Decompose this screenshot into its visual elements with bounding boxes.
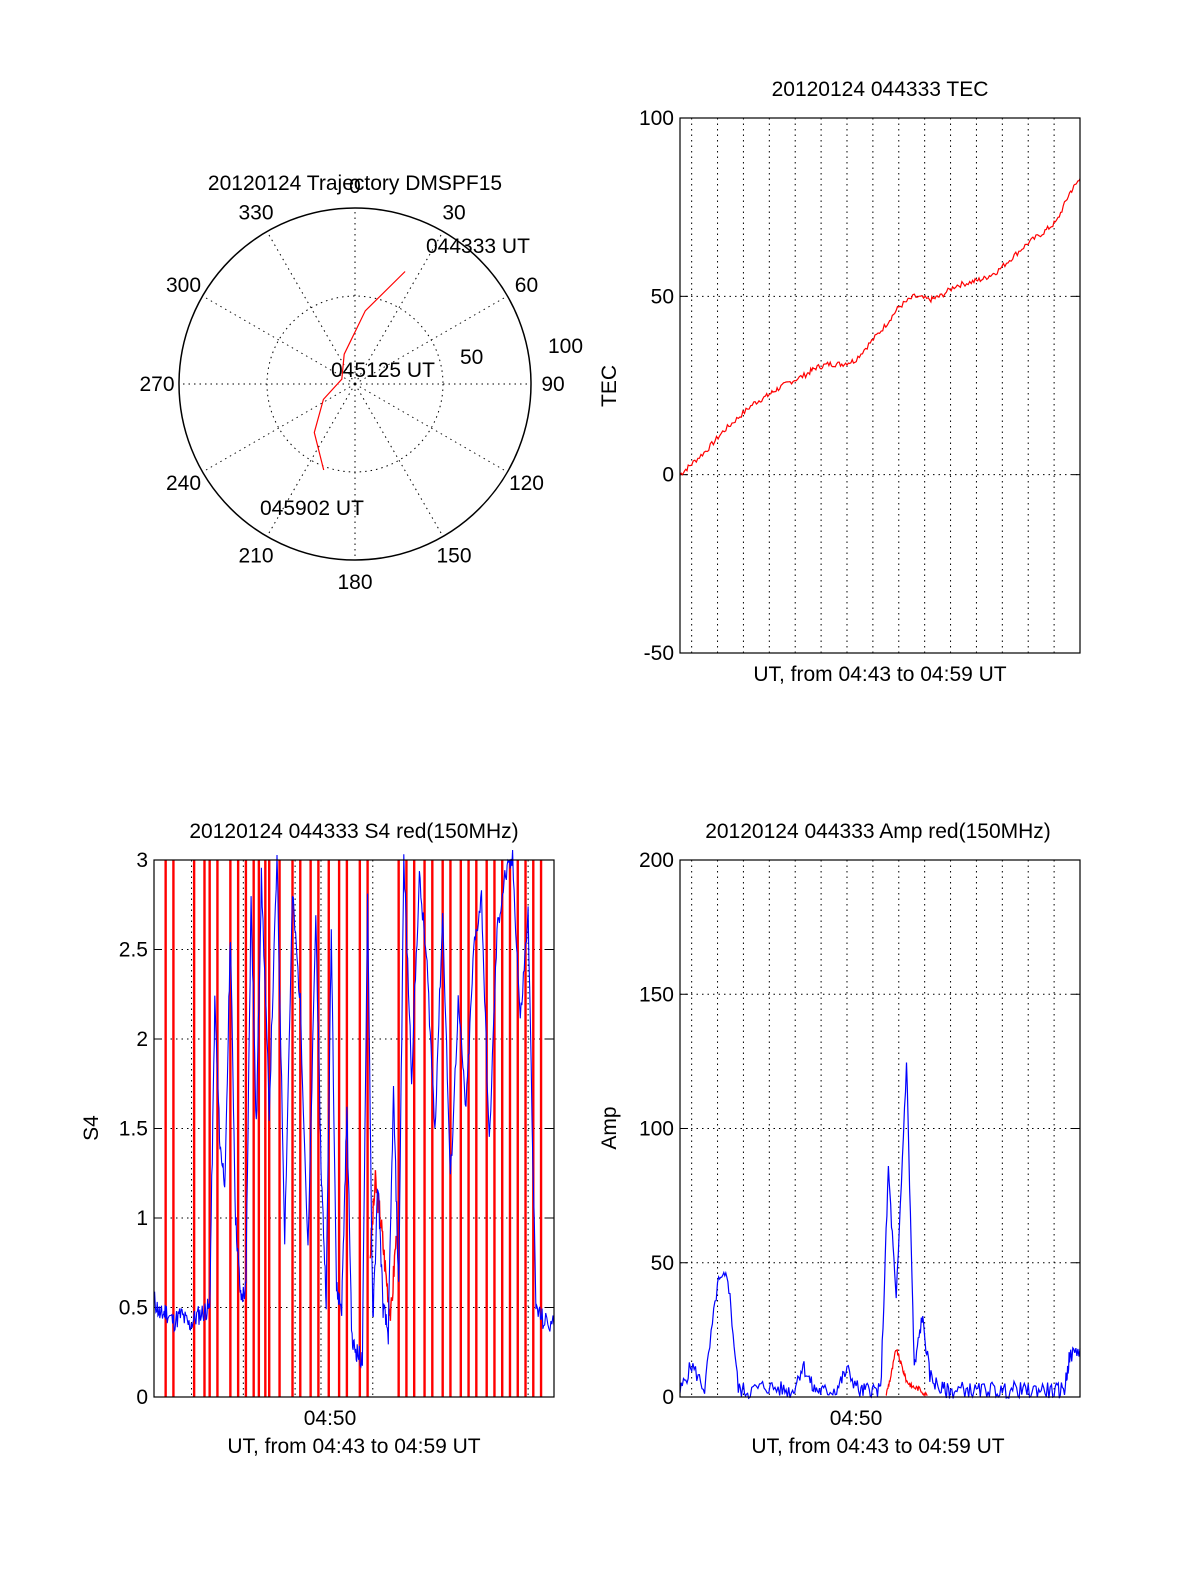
polar-angle-label-300: 300 <box>166 274 201 297</box>
s4-chart: 20120124 044333 S4 red(150MHz) 0 0.5 1 1.5 2… <box>80 820 555 1458</box>
polar-ring-50 <box>266 295 444 473</box>
polar-angle-label-90: 90 <box>541 373 564 396</box>
trajectory-line <box>313 271 406 471</box>
amp-xlabel: UT, from 04:43 to 04:59 UT <box>751 1435 1004 1458</box>
polar-radial-label-100: 100 <box>548 335 583 358</box>
polar-angle-label-60: 60 <box>515 274 538 297</box>
amp-ytick-label-100: 100 <box>639 1118 674 1141</box>
s4-ytick-label-2.5: 2.5 <box>119 939 148 962</box>
polar-angle-labels: 0 30 60 90 120 150 180 210 240 270 300 330 <box>139 175 564 594</box>
polar-spoke-330 <box>266 231 356 385</box>
amp-xtick-0450: 04:50 <box>830 1407 883 1430</box>
s4-title: 20120124 044333 S4 red(150MHz) <box>189 820 518 843</box>
s4-xlabel: UT, from 04:43 to 04:59 UT <box>227 1435 480 1458</box>
s4-y-ticks: 0 0.5 1 1.5 2 2.5 3 <box>119 849 554 1409</box>
amp-chart: 20120124 044333 Amp red(150MHz) 0 50 100 15… <box>598 820 1081 1458</box>
s4-ytick-label-0: 0 <box>136 1386 148 1409</box>
polar-angle-label-120: 120 <box>509 472 544 495</box>
tec-y-ticks: -50 0 50 100 <box>639 107 1080 665</box>
polar-angle-label-330: 330 <box>238 202 273 225</box>
polar-angle-label-210: 210 <box>238 544 273 567</box>
tec-chart: 20120124 044333 TEC -50 0 50 100 TEC UT, fr… <box>598 78 1081 686</box>
polar-spoke-240 <box>202 383 356 473</box>
polar-grid <box>179 208 531 560</box>
tec-ytick-label-50: 50 <box>651 285 674 308</box>
amp-title: 20120124 044333 Amp red(150MHz) <box>705 820 1051 843</box>
polar-radial-label-50: 50 <box>460 346 483 369</box>
polar-outer-ring <box>178 207 532 561</box>
s4-xtick-0450: 04:50 <box>304 1407 357 1430</box>
amp-plot-frame <box>679 859 1081 1398</box>
polar-angle-label-270: 270 <box>139 373 174 396</box>
s4-blue-series-line <box>153 849 555 1369</box>
tec-xlabel: UT, from 04:43 to 04:59 UT <box>753 663 1006 686</box>
polar-title: 20120124 Trajectory DMSPF15 <box>208 172 502 195</box>
amp-ytick-label-50: 50 <box>651 1252 674 1275</box>
tec-grid <box>680 118 1080 653</box>
polar-spoke-150 <box>354 383 444 537</box>
s4-ytick-label-3: 3 <box>136 849 148 872</box>
polar-spoke-210 <box>266 383 356 537</box>
amp-ytick-label-0: 0 <box>662 1386 674 1409</box>
polar-angle-label-0: 0 <box>349 175 361 198</box>
polar-angle-label-240: 240 <box>166 472 201 495</box>
tec-series-line <box>679 178 1081 476</box>
polar-spoke-60 <box>354 295 508 385</box>
s4-ytick-label-1.5: 1.5 <box>119 1118 148 1141</box>
trajectory-polar-chart: 20120124 Trajectory DMSPF15 0 30 60 90 120 15… <box>139 172 583 594</box>
polar-spoke-120 <box>354 383 508 473</box>
trajectory-mid-label: 045125 UT <box>331 359 435 382</box>
s4-red-segment-0 <box>369 1170 397 1321</box>
tec-title: 20120124 044333 TEC <box>772 78 989 101</box>
amp-blue-series-line <box>679 1062 1081 1400</box>
polar-spoke-300 <box>202 295 356 385</box>
tec-plot-frame <box>679 117 1081 654</box>
amp-ytick-label-150: 150 <box>639 983 674 1006</box>
trajectory-start-label: 044333 UT <box>426 235 530 258</box>
amp-ytick-label-200: 200 <box>639 849 674 872</box>
amp-red-series-line <box>885 1349 928 1398</box>
s4-ytick-label-0.5: 0.5 <box>119 1297 148 1320</box>
amp-grid <box>680 860 1080 1397</box>
s4-ylabel: S4 <box>80 1115 103 1141</box>
tec-ytick-label-100: 100 <box>639 107 674 130</box>
amp-y-ticks: 0 50 100 150 200 <box>639 849 1080 1409</box>
amp-ylabel: Amp <box>598 1106 621 1149</box>
s4-ytick-label-2: 2 <box>136 1028 148 1051</box>
tec-ytick-label--50: -50 <box>644 642 674 665</box>
tec-ylabel: TEC <box>598 365 621 407</box>
polar-angle-label-30: 30 <box>442 202 465 225</box>
polar-angle-label-180: 180 <box>337 571 372 594</box>
trajectory-end-label: 045902 UT <box>260 497 364 520</box>
tec-ytick-label-0: 0 <box>662 464 674 487</box>
s4-plot-frame <box>153 859 555 1398</box>
polar-angle-label-150: 150 <box>436 544 471 567</box>
s4-ytick-label-1: 1 <box>136 1207 148 1230</box>
polar-spoke-30 <box>354 231 444 385</box>
